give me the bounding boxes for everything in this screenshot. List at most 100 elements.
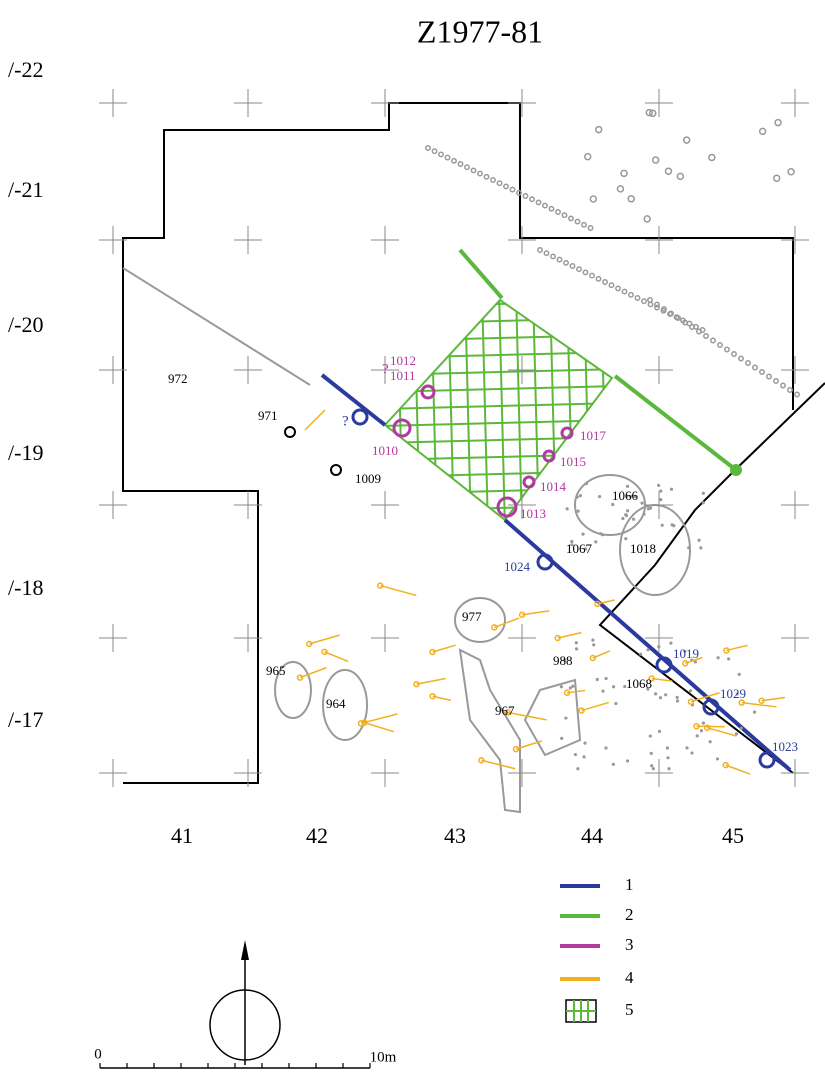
feature-label: 988 xyxy=(553,653,573,668)
post-hole xyxy=(439,152,443,156)
post-hole xyxy=(551,254,555,258)
feature-label: 1029 xyxy=(720,686,746,701)
scale-label: 10m xyxy=(370,1049,397,1065)
post-hole xyxy=(628,196,634,202)
post-hole xyxy=(583,742,586,745)
post-hole xyxy=(669,311,673,315)
feature-label: 972 xyxy=(168,371,188,386)
post-hole xyxy=(591,639,594,642)
gray-feature xyxy=(123,268,310,385)
orange-feature xyxy=(305,410,325,430)
feature-label: 1066 xyxy=(612,488,639,503)
post-hole xyxy=(536,200,540,204)
plan-title: Z1977-81 xyxy=(417,13,543,49)
post-hole xyxy=(544,251,548,255)
post-hole xyxy=(575,647,578,650)
post-hole xyxy=(788,388,792,392)
orange-feature xyxy=(581,702,608,710)
hatched-area xyxy=(380,284,624,530)
post-hole xyxy=(704,334,708,338)
green-line xyxy=(615,376,736,470)
post-hole xyxy=(604,677,607,680)
post-hole xyxy=(709,740,712,743)
post-hole xyxy=(667,767,670,770)
post-hole xyxy=(599,532,602,535)
post-hole xyxy=(549,207,553,211)
post-hole xyxy=(788,169,794,175)
post-hole xyxy=(702,501,705,504)
post-hole xyxy=(624,537,627,540)
post-hole xyxy=(590,273,594,277)
feature-label: 1019 xyxy=(673,646,699,661)
orange-feature xyxy=(697,726,725,727)
post-hole xyxy=(564,716,567,719)
column-label: 41 xyxy=(171,823,193,848)
legend-label: 5 xyxy=(625,1000,634,1019)
post-hole xyxy=(576,767,579,770)
orange-feature xyxy=(742,703,777,707)
post-hole xyxy=(582,755,585,758)
post-hole xyxy=(650,764,653,767)
post-hole xyxy=(727,657,730,660)
post-hole xyxy=(588,226,592,230)
post-hole xyxy=(690,325,694,329)
row-label: /-21 xyxy=(8,177,43,202)
feature-label: 1010 xyxy=(372,443,398,458)
post-hole xyxy=(739,356,743,360)
feature-label: 1018 xyxy=(630,541,656,556)
feature-label: 1068 xyxy=(626,676,652,691)
row-label: /-19 xyxy=(8,440,43,465)
post-hole xyxy=(689,689,692,692)
post-hole xyxy=(478,171,482,175)
post-hole xyxy=(753,365,757,369)
legend-label: 4 xyxy=(625,968,634,987)
hatch-line xyxy=(550,290,556,530)
post-hole xyxy=(702,721,705,724)
post-hole xyxy=(690,751,693,754)
post-hole xyxy=(596,277,600,281)
post-hole xyxy=(612,763,615,766)
post-hole xyxy=(652,767,655,770)
post-hole xyxy=(538,248,542,252)
feature-label: 1017 xyxy=(580,428,607,443)
legend-label: 1 xyxy=(625,875,634,894)
legend-label: 3 xyxy=(625,935,634,954)
orange-feature xyxy=(324,652,348,662)
orange-feature xyxy=(494,618,519,627)
post-hole xyxy=(530,197,534,201)
feature-label: 967 xyxy=(495,703,515,718)
purple-pit xyxy=(422,386,434,398)
post-hole xyxy=(677,173,683,179)
post-hole xyxy=(452,159,456,163)
green-point xyxy=(730,464,742,476)
feature-label: 965 xyxy=(266,663,286,678)
post-hole xyxy=(432,149,436,153)
post-hole xyxy=(671,523,674,526)
post-hole xyxy=(738,673,741,676)
post-hole xyxy=(653,157,659,163)
post-hole xyxy=(795,392,799,396)
post-hole xyxy=(585,482,588,485)
post-hole xyxy=(642,513,645,516)
post-hole xyxy=(760,370,764,374)
purple-pit xyxy=(524,477,534,487)
site-plan: Z1977-81 /-22/-21/-20/-19/-18/-174142434… xyxy=(0,0,825,1079)
post-hole xyxy=(685,746,688,749)
post-hole xyxy=(649,734,652,737)
post-hole xyxy=(642,299,646,303)
post-hole xyxy=(635,296,639,300)
hatch-line xyxy=(567,290,573,530)
feature-label: 1009 xyxy=(355,471,381,486)
post-hole xyxy=(659,498,662,501)
blue-pit xyxy=(760,753,774,767)
post-hole xyxy=(564,261,568,265)
hatched-area-outline xyxy=(385,300,612,520)
post-hole xyxy=(560,737,563,740)
post-hole xyxy=(458,162,462,166)
orange-feature xyxy=(380,586,416,596)
post-hole xyxy=(621,517,624,520)
post-hole xyxy=(556,210,560,214)
orange-feature xyxy=(433,645,456,652)
post-hole xyxy=(740,727,743,730)
post-hole xyxy=(592,643,595,646)
